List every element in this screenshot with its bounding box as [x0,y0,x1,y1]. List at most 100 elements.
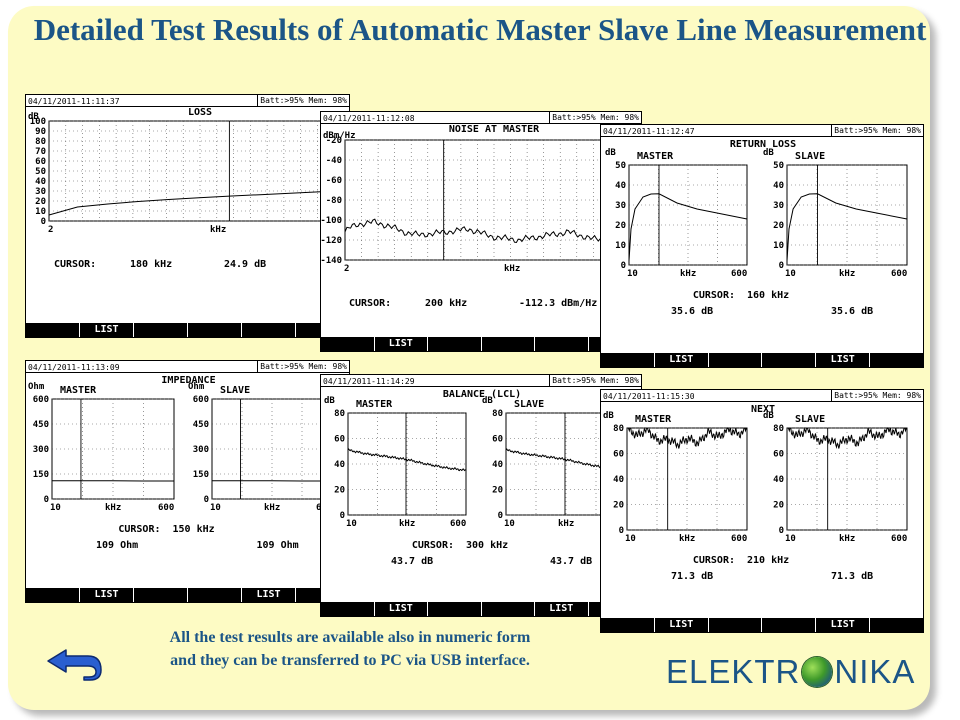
x-unit-label: kHz [680,269,696,279]
y-tick-label: 10 [773,241,784,251]
softkey-blank[interactable] [188,323,242,337]
plot-frame [48,120,349,222]
cursor-value: 24.9 dB [224,259,266,270]
x-tick-label: 600 [158,503,174,513]
status-batt: Batt:>95% Mem: 98% [831,390,921,402]
y-tick-label: 450 [33,420,49,430]
y-tick-label: 60 [334,435,345,445]
y-tick-label: -120 [321,236,342,246]
softkey-list[interactable]: LIST [80,588,134,602]
softkey-blank[interactable] [242,323,296,337]
y-tick-label: -140 [321,256,342,266]
y-tick-label: 300 [193,445,209,455]
softkey-blank[interactable] [762,618,817,632]
logo-text-left: ELEKTR [666,653,801,690]
cursor-label: CURSOR: [118,524,160,535]
screen-title: NOISE AT MASTER [449,124,540,135]
softkey-blank[interactable] [321,602,375,616]
softkey-blank[interactable] [134,323,188,337]
x-unit-label: kHz [105,503,121,513]
y-tick-label: 10 [35,207,46,217]
softkey-blank[interactable] [601,353,655,367]
status-batt: Batt:>95% Mem: 98% [257,95,347,107]
cursor-frequency: 150 kHz [173,524,215,535]
y-unit-label: dB [482,396,493,406]
softkey-list[interactable]: LIST [375,602,428,616]
softkey-blank[interactable] [321,337,375,351]
timestamp: 04/11/2011-11:12:47 [603,127,695,136]
softkey-list[interactable]: LIST [655,353,709,367]
softkey-blank[interactable] [709,353,763,367]
x-tick-label: 10 [627,269,638,279]
slave-value: 43.7 dB [550,556,592,567]
noise-screenshot: 04/11/2011-11:12:08 Batt:>95% Mem: 98% NO… [320,111,642,352]
softkey-list[interactable]: LIST [80,323,134,337]
softkey-blank[interactable] [535,337,589,351]
y-tick-label: 20 [613,501,624,511]
y-unit-label: dB [763,148,774,158]
return-arrow-icon[interactable] [44,644,104,682]
softkey-blank[interactable] [870,353,923,367]
softkey-list[interactable]: LIST [242,588,296,602]
softkey-blank[interactable] [428,337,482,351]
y-tick-label: -100 [321,216,342,226]
softkey-bar: LIST LIST [601,353,923,367]
y-unit-label: dB [605,148,616,158]
softkey-blank[interactable] [709,618,763,632]
softkey-blank[interactable] [26,588,80,602]
note-line-1: All the test results are available also … [169,629,531,646]
softkey-list[interactable]: LIST [816,618,871,632]
y-unit-label: Ohm [28,382,45,392]
softkey-blank[interactable] [482,337,535,351]
y-tick-label: 80 [613,424,624,434]
slave-value: 35.6 dB [831,306,873,317]
cursor-frequency: 210 kHz [747,555,789,566]
impedance-screenshot: 04/11/2011-11:13:09 Batt:>95% Mem: 98% IM… [25,360,350,603]
x-unit-label: kHz [399,519,415,529]
y-tick-label: 0 [340,511,345,521]
loss-screenshot: 04/11/2011-11:11:37 Batt:>95% Mem: 98% LO… [25,94,350,338]
softkey-blank[interactable] [188,588,242,602]
softkey-bar: LIST LIST [26,588,349,602]
y-tick-label: 0 [779,261,784,271]
y-tick-label: 80 [35,137,46,147]
softkey-blank[interactable] [762,353,817,367]
screen-title: BALANCE (LCL) [443,389,521,400]
globe-icon [802,657,833,687]
master-value: 35.6 dB [671,306,713,317]
y-tick-label: 40 [773,181,784,191]
softkey-blank[interactable] [482,602,535,616]
y-tick-label: 80 [334,409,345,419]
y-tick-label: 100 [30,117,46,127]
cursor-frequency: 300 kHz [466,540,508,551]
cursor-frequency: 160 kHz [747,290,789,301]
cursor-frequency: 180 kHz [130,259,172,270]
screen-title: IMPEDANCE [161,375,215,386]
softkey-blank[interactable] [26,323,80,337]
x-tick-label: 600 [891,269,907,279]
y-tick-label: 150 [193,470,209,480]
softkey-blank[interactable] [601,618,655,632]
softkey-list[interactable]: LIST [655,618,709,632]
y-unit-label: dB [763,411,774,421]
y-tick-label: 30 [35,187,46,197]
softkey-blank[interactable] [870,618,923,632]
softkey-blank[interactable] [134,588,188,602]
y-tick-label: 40 [334,460,345,470]
softkey-bar: LIST LIST [321,602,641,616]
x-tick-label: 10 [504,519,515,529]
softkey-list[interactable]: LIST [535,602,589,616]
series-line [628,193,748,262]
x-tick-label: 10 [785,269,796,279]
noise-plot: NOISE AT MASTER dBm/Hz-20 -40 -60 -80 -100 -12… [321,124,641,309]
y-tick-label: 40 [773,475,784,485]
series-line [627,427,747,450]
softkey-list[interactable]: LIST [375,337,428,351]
softkey-blank[interactable] [428,602,482,616]
softkey-list[interactable]: LIST [816,353,871,367]
x-unit-label: kHz [210,225,226,235]
y-tick-label: 20 [615,221,626,231]
x-unit-label: kHz [839,534,855,544]
y-tick-label: 50 [615,161,626,171]
